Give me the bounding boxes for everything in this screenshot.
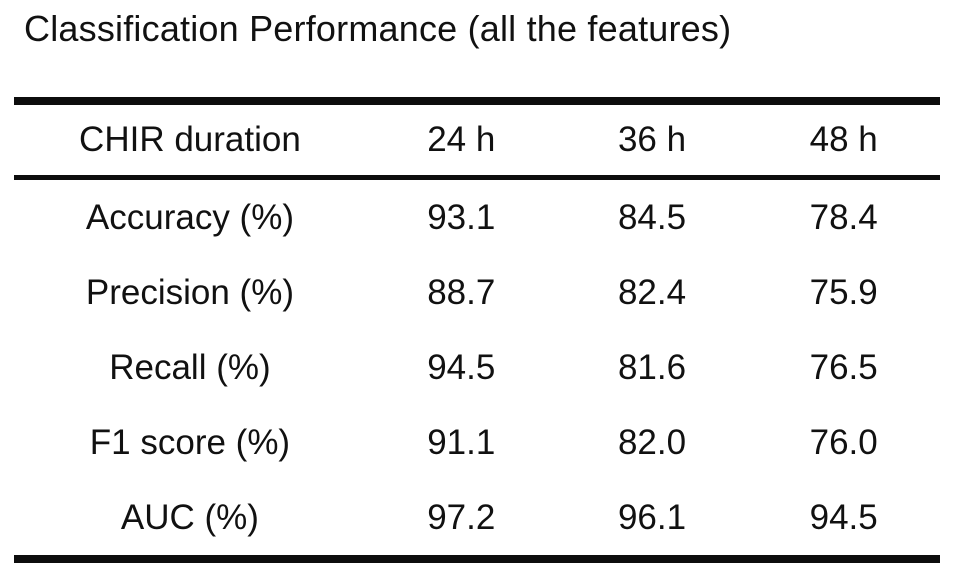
performance-table: CHIR duration 24 h 36 h 48 h Accuracy (%… [14,97,940,563]
table-row-precision: Precision (%) 88.7 82.4 75.9 [14,255,940,330]
row-value: 78.4 [809,197,878,237]
table-top-rule [14,97,940,105]
row-value: 96.1 [617,497,687,537]
row-value: 88.7 [427,272,496,312]
row-value: 75.9 [809,272,878,312]
row-value: 94.5 [809,497,878,537]
row-value: 94.5 [427,347,496,387]
page-title: Classification Performance (all the feat… [24,8,732,49]
row-value: 82.0 [617,422,687,462]
row-label: Recall (%) [109,347,271,387]
row-value: 84.5 [617,197,687,237]
row-label: Accuracy (%) [85,197,294,237]
table-header-row: CHIR duration 24 h 36 h 48 h [14,105,940,175]
table-bottom-rule [14,555,940,563]
row-label: AUC (%) [120,497,259,537]
table-row-recall: Recall (%) 94.5 81.6 76.5 [14,330,940,405]
row-label: F1 score (%) [89,422,291,462]
row-value: 76.0 [809,422,878,462]
header-cell-24h: 24 h [427,120,496,159]
row-value: 82.4 [617,272,687,312]
header-cell-48h: 48 h [809,120,878,159]
header-cell-row-label: CHIR duration [79,120,301,159]
header-separator-rule [14,175,940,180]
table-row-accuracy: Accuracy (%) 93.1 84.5 78.4 [14,180,940,255]
row-value: 93.1 [427,197,496,237]
row-value: 76.5 [809,347,878,387]
row-value: 97.2 [427,497,496,537]
table-row-auc: AUC (%) 97.2 96.1 94.5 [14,480,940,555]
header-cell-36h: 36 h [617,120,687,159]
table-row-f1-score: F1 score (%) 91.1 82.0 76.0 [14,405,940,480]
row-label: Precision (%) [85,272,294,312]
row-value: 91.1 [427,422,496,462]
row-value: 81.6 [617,347,687,387]
